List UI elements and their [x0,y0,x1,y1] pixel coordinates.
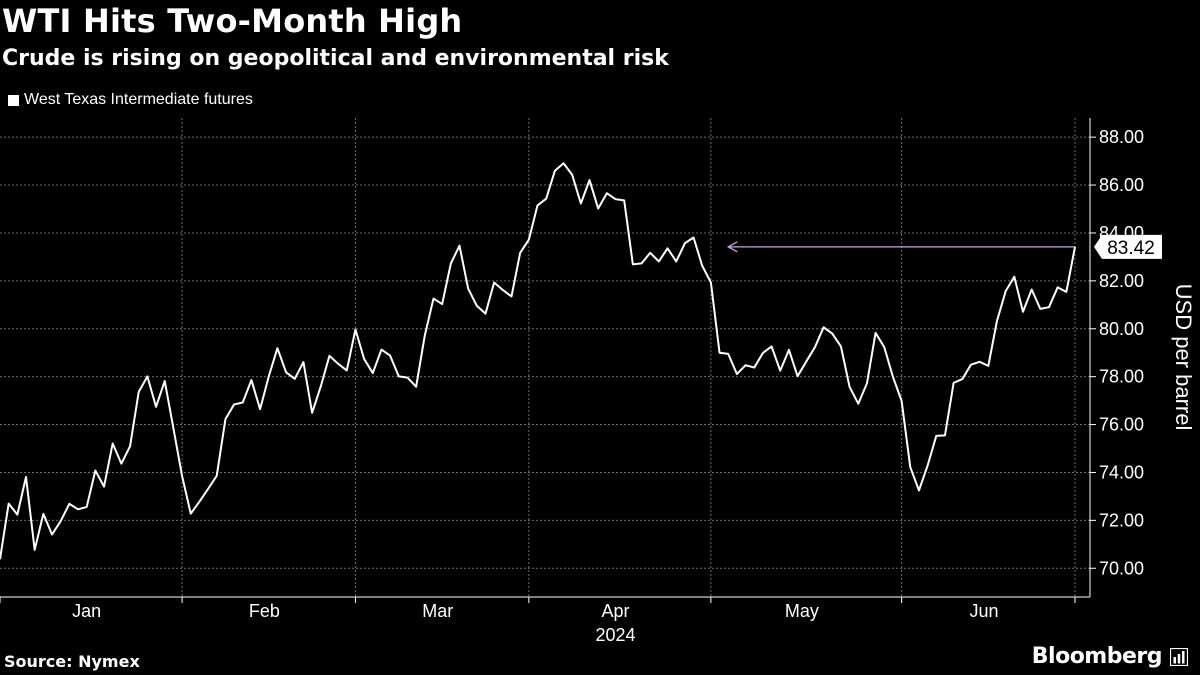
x-tick-label: Feb [249,601,280,621]
wti-series-line [0,162,1076,560]
y-tick-label: 88.00 [1099,127,1144,147]
x-tick-label: May [785,601,819,621]
brand: Bloomberg [1032,644,1188,669]
legend: West Texas Intermediate futures [8,91,253,109]
x-tick-label: Apr [602,601,630,621]
bloomberg-logo: Bloomberg [1031,644,1163,669]
y-tick-label: 70.00 [1099,558,1144,578]
y-tick-label: 86.00 [1099,175,1144,195]
x-year-label: 2024 [596,625,636,645]
last-value-box [1094,234,1162,259]
bar-chart-icon [1170,647,1188,666]
y-tick-label: 80.00 [1099,319,1144,339]
y-tick-label: 78.00 [1099,367,1144,387]
y-tick-label: 74.00 [1099,462,1144,482]
source-note: Source: Nymex [4,652,140,671]
y-tick-label: 82.00 [1099,271,1144,291]
annotation-arrowhead [726,241,738,253]
x-tick-label: Jun [969,601,998,621]
y-axis-title: USD per barrel [1171,284,1196,431]
last-value-label: 83.42 [1107,238,1155,259]
legend-swatch [8,94,19,106]
x-tick-label: Jan [72,601,101,621]
legend-label: West Texas Intermediate futures [24,91,253,108]
chart-title: WTI Hits Two-Month High [2,2,463,40]
y-tick-label: 72.00 [1099,510,1144,530]
y-tick-label: 76.00 [1099,415,1144,435]
x-tick-label: Mar [422,601,453,621]
chart-subtitle: Crude is rising on geopolitical and envi… [2,46,669,71]
